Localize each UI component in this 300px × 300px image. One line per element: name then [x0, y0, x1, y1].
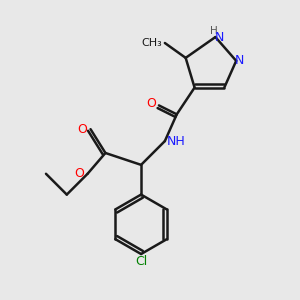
- Text: Cl: Cl: [135, 255, 147, 268]
- Text: O: O: [78, 123, 88, 136]
- Text: N: N: [215, 31, 224, 44]
- Text: O: O: [146, 98, 156, 110]
- Text: NH: NH: [166, 135, 185, 148]
- Text: N: N: [235, 54, 244, 67]
- Text: H: H: [210, 26, 218, 36]
- Text: O: O: [75, 167, 85, 180]
- Text: CH₃: CH₃: [141, 38, 162, 48]
